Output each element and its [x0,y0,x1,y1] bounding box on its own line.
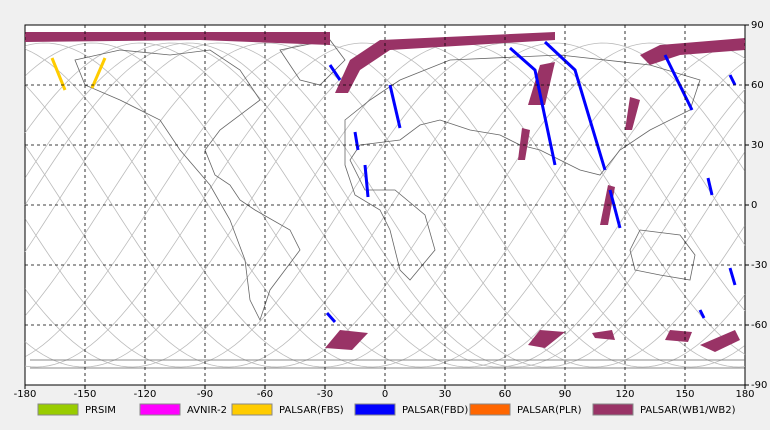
legend-swatch [37,403,79,416]
x-tick-label: -30 [317,389,333,400]
swath [543,40,607,171]
swath [728,267,737,286]
swath [328,64,342,81]
legend-swatch [469,403,511,416]
y-tick-label: -60 [751,320,767,331]
swath [608,189,622,229]
x-tick-label: 150 [675,389,694,400]
swath [592,330,615,340]
swath [528,330,565,348]
legend-label: PALSAR(FBD) [402,405,468,416]
y-tick-label: -30 [751,260,767,271]
swath [25,32,330,45]
legend-label: PALSAR(FBS) [279,405,344,416]
swath [663,54,694,111]
legend-label: PALSAR(WB1/WB2) [640,405,736,416]
legend-swatch [592,403,634,416]
y-tick-label: 30 [751,140,764,151]
swath [518,128,530,160]
x-tick-label: -150 [74,389,97,400]
swath [90,57,107,89]
x-tick-label: 60 [499,389,512,400]
orbit-track [24,42,746,368]
swath [353,131,360,151]
swath [706,177,714,196]
orbit-track [24,42,746,368]
legend-label: PALSAR(PLR) [517,405,582,416]
y-tick-label: -90 [751,380,767,391]
x-tick-label: 90 [559,389,572,400]
coastlines [30,39,745,369]
swath [728,74,737,86]
y-tick-label: 90 [751,20,764,31]
swath [325,330,368,350]
swath [528,62,555,105]
swath [388,84,402,129]
swath [363,164,370,198]
legend-swatch [139,403,181,416]
swath [509,46,557,166]
x-tick-label: -60 [257,389,273,400]
y-tick-label: 60 [751,80,764,91]
x-tick-label: 120 [615,389,634,400]
orbit-track [24,42,746,368]
legend-label: PRSIM [85,405,116,416]
swath [335,32,555,93]
x-tick-label: 180 [735,389,754,400]
x-tick-label: 0 [382,389,388,400]
legend-swatch [231,403,273,416]
swath [325,312,337,323]
x-tick-label: -120 [134,389,157,400]
orbit-track [24,42,746,368]
swath [700,330,740,352]
x-tick-label: -180 [14,389,37,400]
legend-label: AVNIR-2 [187,405,227,416]
x-tick-label: 30 [439,389,452,400]
legend-swatch [354,403,396,416]
y-tick-label: 0 [751,200,757,211]
swath [698,309,706,319]
x-tick-label: -90 [197,389,213,400]
swath [625,97,640,130]
